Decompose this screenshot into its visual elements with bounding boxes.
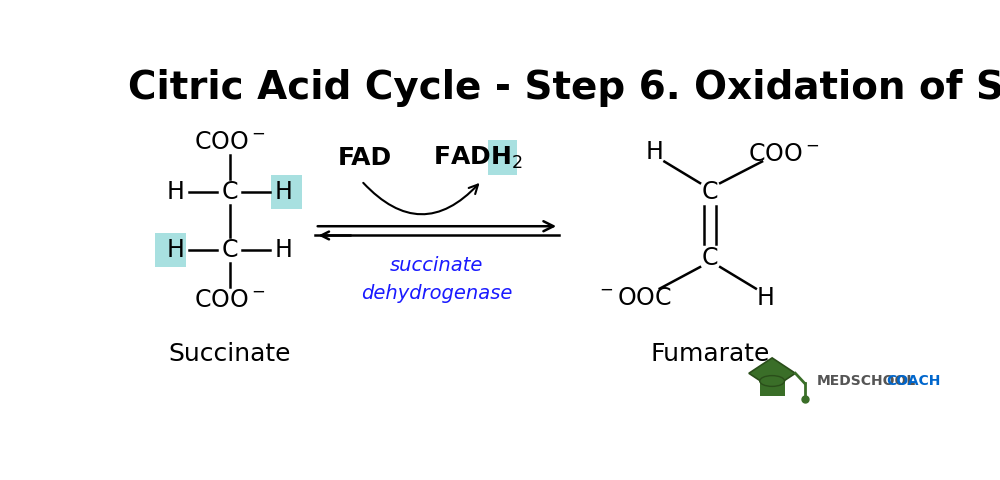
- Text: Succinate: Succinate: [168, 342, 291, 366]
- Text: COACH: COACH: [886, 374, 940, 388]
- Text: C: C: [702, 246, 718, 270]
- Text: C: C: [221, 180, 238, 204]
- Text: dehydrogenase: dehydrogenase: [361, 285, 513, 303]
- Text: Fumarate: Fumarate: [650, 342, 770, 366]
- Text: COO$^-$: COO$^-$: [194, 130, 265, 154]
- Text: H: H: [275, 180, 293, 204]
- FancyBboxPatch shape: [488, 140, 517, 175]
- Text: C: C: [702, 180, 718, 204]
- FancyBboxPatch shape: [271, 175, 302, 209]
- Text: COO$^-$: COO$^-$: [748, 142, 819, 166]
- Text: H: H: [166, 180, 184, 204]
- Text: $^-$OOC: $^-$OOC: [596, 286, 672, 310]
- Text: H: H: [166, 238, 184, 262]
- Text: succinate: succinate: [390, 256, 484, 275]
- FancyBboxPatch shape: [760, 380, 785, 396]
- Text: H: H: [645, 140, 663, 164]
- Text: FADH$_2$: FADH$_2$: [433, 144, 522, 171]
- Text: FAD: FAD: [338, 146, 392, 170]
- Ellipse shape: [760, 376, 785, 386]
- Polygon shape: [749, 358, 795, 389]
- Text: H: H: [275, 238, 293, 262]
- Text: H: H: [757, 286, 775, 310]
- Text: COO$^-$: COO$^-$: [194, 288, 265, 312]
- Text: Citric Acid Cycle - Step 6. Oxidation of Succinate: Citric Acid Cycle - Step 6. Oxidation of…: [128, 69, 1000, 107]
- Text: C: C: [221, 238, 238, 262]
- Text: MEDSCHOOL: MEDSCHOOL: [817, 374, 916, 388]
- FancyBboxPatch shape: [155, 233, 186, 267]
